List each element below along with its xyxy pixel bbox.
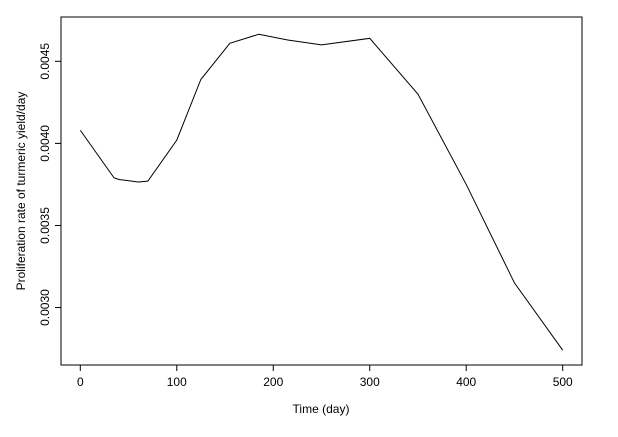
line	[79, 33, 564, 351]
x-tick-label: 300	[360, 375, 380, 389]
y-tick-label: 0.0035	[38, 207, 52, 244]
x-axis-label: Time (day)	[293, 402, 350, 416]
x-tick-label: 400	[456, 375, 476, 389]
y-tick-label: 0.0045	[38, 43, 52, 80]
x-tick-label: 0	[77, 375, 84, 389]
plot-box	[60, 16, 583, 366]
y-tick-label: 0.0040	[38, 125, 52, 162]
y-axis-label: Proliferation rate of turmeric yield/day	[14, 92, 28, 291]
x-tick-label: 200	[263, 375, 283, 389]
x-tick-label: 100	[167, 375, 187, 389]
y-tick-label: 0.0030	[38, 289, 52, 326]
x-tick-label: 500	[553, 375, 573, 389]
